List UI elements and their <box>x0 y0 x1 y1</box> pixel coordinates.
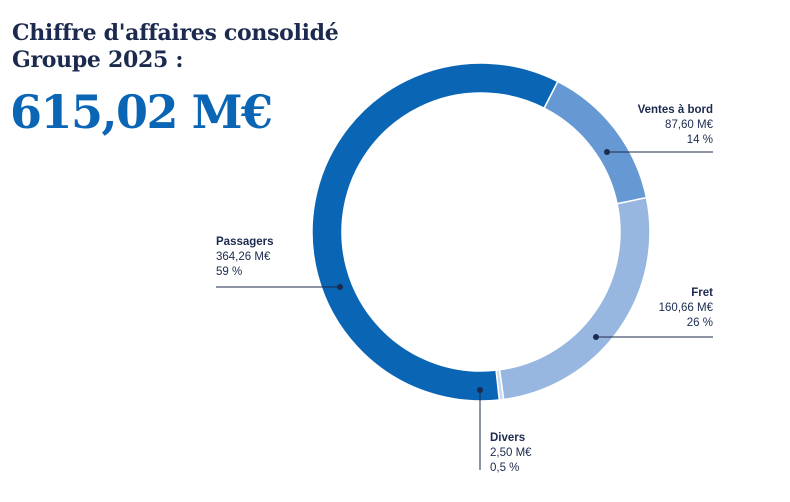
slice-passagers <box>311 62 559 402</box>
leader-dot-ventes-a-bord <box>604 149 610 155</box>
label-value-fret: 160,66 M€ <box>659 302 714 314</box>
leader-dot-passagers <box>337 284 343 290</box>
label-name-ventes-a-bord: Ventes à bord <box>638 104 713 116</box>
chart-title-line-1: Chiffre d'affaires consolidé <box>12 20 339 46</box>
label-value-passagers: 364,26 M€ <box>216 251 271 263</box>
leader-dot-divers <box>477 387 483 393</box>
slice-ventes-a-bord <box>543 80 648 205</box>
chart-title-line-2: Groupe 2025 : <box>12 47 184 73</box>
label-name-fret: Fret <box>691 287 713 299</box>
label-percent-ventes-a-bord: 14 % <box>687 134 713 146</box>
label-percent-fret: 26 % <box>687 317 713 329</box>
label-value-divers: 2,50 M€ <box>490 447 532 459</box>
label-percent-divers: 0,5 % <box>490 462 519 474</box>
leader-dot-fret <box>593 334 599 340</box>
total-revenue: 615,02 M€ <box>10 85 273 139</box>
label-value-ventes-a-bord: 87,60 M€ <box>665 119 714 131</box>
chart-title: Chiffre d'affaires consolidé Groupe 2025… <box>12 20 339 74</box>
label-name-divers: Divers <box>490 432 525 444</box>
label-percent-passagers: 59 % <box>216 266 242 278</box>
label-name-passagers: Passagers <box>216 236 274 248</box>
slice-fret <box>498 196 651 401</box>
